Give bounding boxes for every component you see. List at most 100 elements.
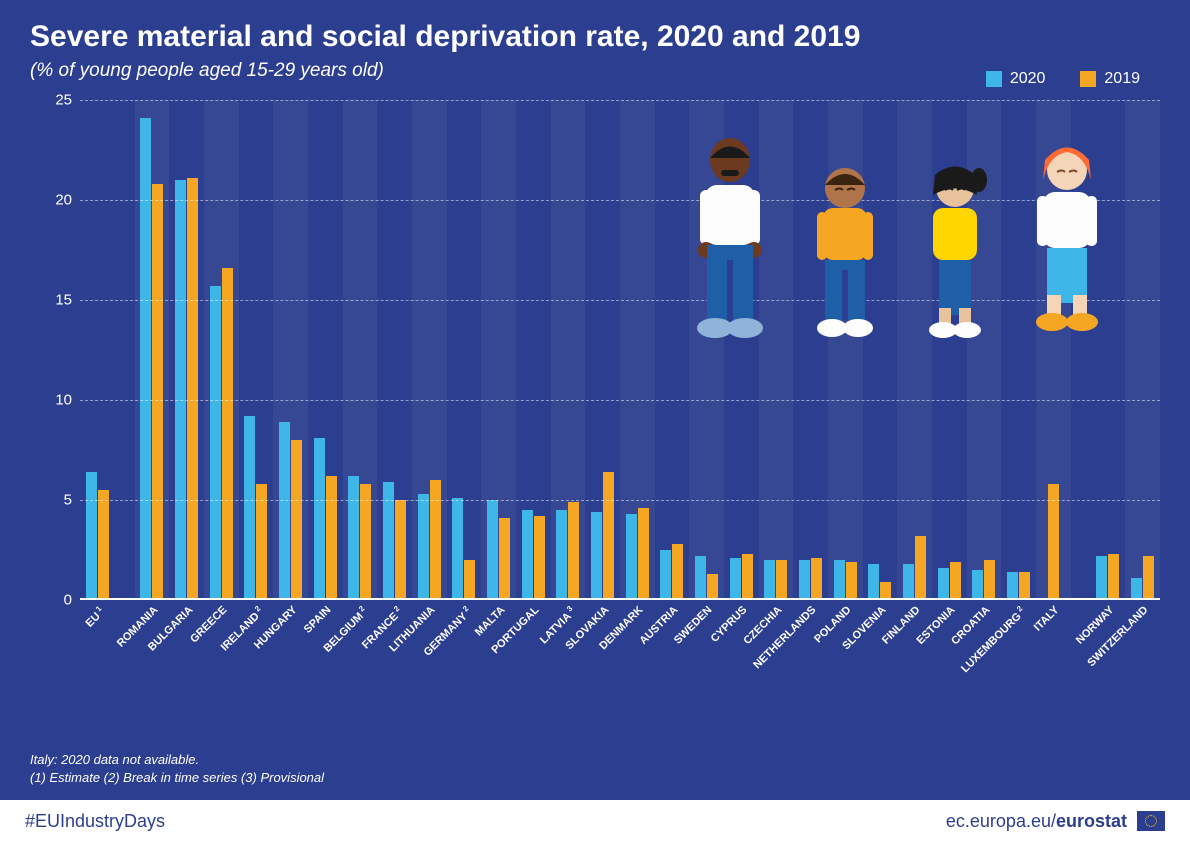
bar-2019 (1048, 484, 1059, 600)
country-bar-group (273, 422, 308, 600)
country-bar-group (481, 500, 516, 600)
y-tick-label: 25 (42, 92, 72, 109)
bar-2019 (672, 544, 683, 600)
person-icon (685, 130, 775, 340)
legend-label: 2020 (1010, 70, 1046, 88)
country-bar-group (447, 498, 482, 600)
bar-2020 (314, 438, 325, 600)
legend-swatch (1080, 71, 1096, 87)
country-bar-group (516, 510, 551, 600)
bar-2019 (291, 440, 302, 600)
bar-2020 (140, 118, 151, 600)
bar-2019 (256, 484, 267, 600)
bar-2020 (868, 564, 879, 600)
country-bar-group (620, 508, 655, 600)
person-icon (1025, 140, 1110, 340)
bar-2019 (915, 536, 926, 600)
bar-2020 (1007, 572, 1018, 600)
country-bar-group (655, 544, 690, 600)
country-bar-group (966, 560, 1001, 600)
country-bar-group (80, 472, 115, 600)
country-bar-group (793, 558, 828, 600)
bar-2020 (348, 476, 359, 600)
x-tick-label: SPAIN (302, 604, 334, 636)
country-bar-group (1090, 554, 1125, 600)
bar-2020 (175, 180, 186, 600)
country-bar-group (1001, 572, 1036, 600)
footnote-line: Italy: 2020 data not available. (30, 751, 324, 769)
x-tick-label: ITALY (1032, 604, 1062, 634)
bar-2020 (86, 472, 97, 600)
grid-line (80, 500, 1160, 501)
bar-2019 (187, 178, 198, 600)
bar-2020 (764, 560, 775, 600)
x-tick-label: EU 1 (82, 604, 108, 630)
y-tick-label: 20 (42, 192, 72, 209)
country-bar-group (758, 560, 793, 600)
bar-2020 (591, 512, 602, 600)
country-bar-group (862, 564, 897, 600)
country-bar-group (169, 178, 204, 600)
bar-2019 (499, 518, 510, 600)
bar-2019 (707, 574, 718, 600)
bar-2020 (903, 564, 914, 600)
bar-2020 (452, 498, 463, 600)
country-bar-group (724, 554, 759, 600)
bar-2019 (395, 500, 406, 600)
x-tick-label: NETHERLANDS (752, 604, 819, 671)
bar-2019 (152, 184, 163, 600)
footer: #EUIndustryDays ec.europa.eu/eurostat (0, 800, 1190, 842)
bar-2020 (660, 550, 671, 600)
bar-2019 (846, 562, 857, 600)
footnote-line: (1) Estimate (2) Break in time series (3… (30, 769, 324, 787)
country-bar-group (343, 476, 378, 600)
bar-2020 (972, 570, 983, 600)
country-bar-group (239, 416, 274, 600)
source-prefix: ec.europa.eu/ (946, 811, 1056, 831)
footer-source: ec.europa.eu/eurostat (946, 811, 1165, 832)
bar-2019 (568, 502, 579, 600)
x-axis (80, 598, 1160, 600)
chart-title: Severe material and social deprivation r… (30, 20, 1160, 54)
footer-hashtag: #EUIndustryDays (25, 811, 165, 832)
y-tick-label: 5 (42, 492, 72, 509)
country-bar-group (1125, 556, 1160, 600)
country-bar-group (308, 438, 343, 600)
x-tick-label: LUXEMBOURG 2 (958, 604, 1029, 675)
bar-2019 (984, 560, 995, 600)
legend-swatch (986, 71, 1002, 87)
legend-label: 2019 (1104, 70, 1140, 88)
bar-2019 (222, 268, 233, 600)
bar-2019 (638, 508, 649, 600)
country-bar-group (135, 118, 170, 600)
bar-2019 (326, 476, 337, 600)
bar-2019 (811, 558, 822, 600)
legend: 2020 2019 (986, 70, 1140, 88)
bar-2019 (1108, 554, 1119, 600)
bar-2020 (279, 422, 290, 600)
legend-item: 2020 (986, 70, 1046, 88)
bar-2019 (603, 472, 614, 600)
country-bar-group (204, 268, 239, 600)
country-bar-group (897, 536, 932, 600)
bar-2019 (360, 484, 371, 600)
bar-2019 (430, 480, 441, 600)
bar-2020 (938, 568, 949, 600)
legend-item: 2019 (1080, 70, 1140, 88)
bar-2020 (244, 416, 255, 600)
bar-2020 (799, 560, 810, 600)
bar-2019 (950, 562, 961, 600)
bar-2020 (487, 500, 498, 600)
bar-2020 (1131, 578, 1142, 600)
bar-2020 (1096, 556, 1107, 600)
bar-2019 (1143, 556, 1154, 600)
people-illustration (685, 130, 1110, 340)
bar-2020 (730, 558, 741, 600)
bar-2019 (464, 560, 475, 600)
bar-2020 (522, 510, 533, 600)
bar-2020 (210, 286, 221, 600)
bar-2020 (556, 510, 567, 600)
bar-2020 (418, 494, 429, 600)
country-bar-group (689, 556, 724, 600)
bar-2019 (742, 554, 753, 600)
